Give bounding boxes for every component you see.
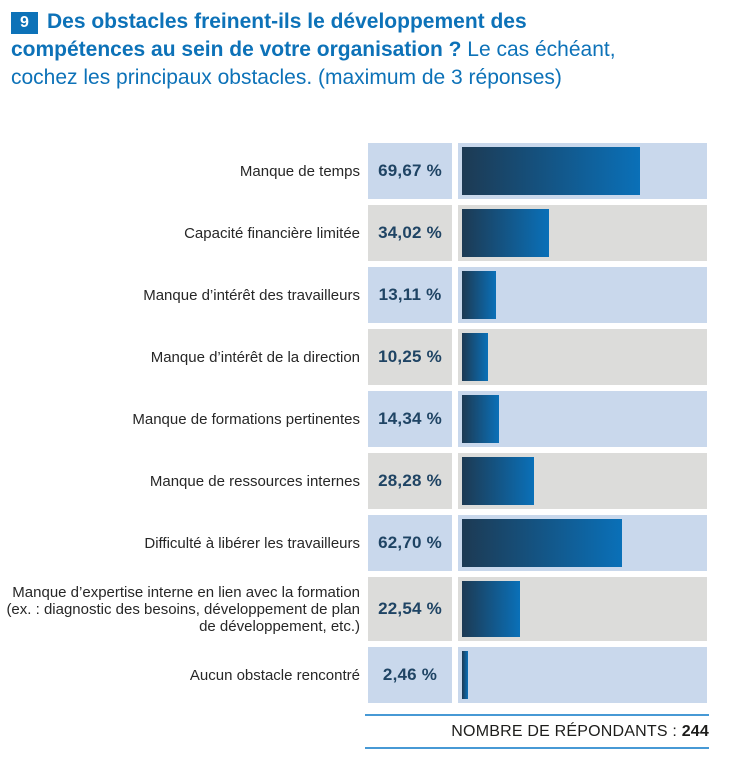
category-label: Manque de temps	[239, 162, 360, 180]
bar	[462, 651, 469, 699]
bar-track	[458, 143, 707, 199]
bar	[462, 457, 535, 505]
bar-track	[458, 205, 707, 261]
bar-track	[458, 647, 707, 703]
chart-row: Manque d’expertise interne en lien avec …	[0, 577, 707, 641]
value-label: 10,25 %	[368, 329, 452, 385]
value-label: 13,11 %	[368, 267, 452, 323]
chart-row: Manque de temps 69,67 %	[0, 143, 707, 199]
bar	[462, 395, 499, 443]
chart-row: Manque d’intérêt des travailleurs 13,11 …	[0, 267, 707, 323]
bar-track	[458, 391, 707, 447]
chart-row: Manque de formations pertinentes 14,34 %	[0, 391, 707, 447]
value-label: 22,54 %	[368, 577, 452, 641]
question-title: 9 Des obstacles freinent-ils le développe…	[11, 8, 701, 92]
bar	[462, 209, 549, 257]
bar-track	[458, 577, 707, 641]
chart-row: Manque de ressources internes 28,28 %	[0, 453, 707, 509]
bar	[462, 271, 496, 319]
category-label: Manque d’intérêt des travailleurs	[143, 286, 360, 304]
value-label: 14,34 %	[368, 391, 452, 447]
question-number-badge: 9	[11, 12, 38, 34]
value-label: 69,67 %	[368, 143, 452, 199]
value-label: 62,70 %	[368, 515, 452, 571]
bar	[462, 581, 520, 637]
bar-track	[458, 453, 707, 509]
chart-row: Manque d’intérêt de la direction 10,25 %	[0, 329, 707, 385]
bar	[462, 333, 489, 381]
category-label: Manque de ressources internes	[149, 472, 360, 490]
chart-row: Aucun obstacle rencontré 2,46 %	[0, 647, 707, 703]
category-label: Capacité financière limitée	[184, 224, 360, 242]
category-label: Manque d’expertise interne en lien avec …	[6, 583, 360, 635]
respondents-label: NOMBRE DE RÉPONDANTS :	[451, 723, 682, 740]
question-text: Des obstacles freinent-ils le développem…	[11, 10, 616, 89]
bar-chart: Manque de temps 69,67 % Capacité financi…	[0, 143, 707, 703]
value-label: 2,46 %	[368, 647, 452, 703]
value-label: 34,02 %	[368, 205, 452, 261]
category-label: Difficulté à libérer les travailleurs	[144, 534, 360, 552]
bar	[462, 519, 623, 567]
value-label: 28,28 %	[368, 453, 452, 509]
respondents-footer: NOMBRE DE RÉPONDANTS : 244	[365, 714, 709, 749]
bar-track	[458, 515, 707, 571]
chart-row: Difficulté à libérer les travailleurs 62…	[0, 515, 707, 571]
chart-row: Capacité financière limitée 34,02 %	[0, 205, 707, 261]
category-label: Manque d’intérêt de la direction	[150, 348, 360, 366]
bar-track	[458, 329, 707, 385]
respondents-count: 244	[681, 723, 709, 740]
category-label: Manque de formations pertinentes	[132, 410, 360, 428]
category-label: Aucun obstacle rencontré	[189, 666, 360, 684]
bar-track	[458, 267, 707, 323]
bar	[462, 147, 640, 195]
